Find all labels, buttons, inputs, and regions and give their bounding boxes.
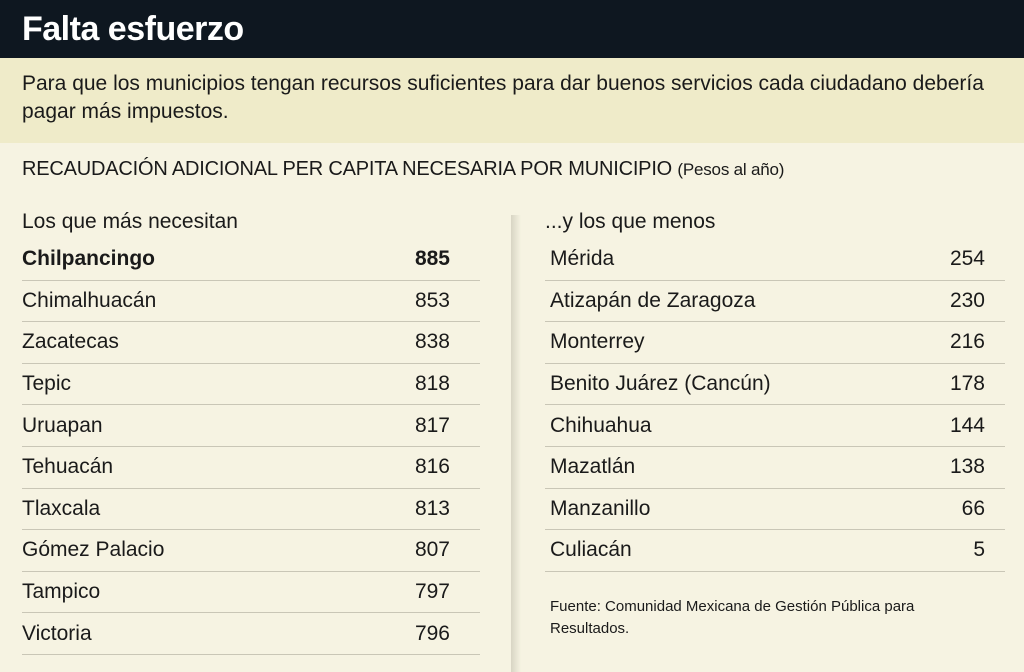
municipality: Tampico xyxy=(22,580,101,604)
municipality: Gómez Palacio xyxy=(22,538,165,562)
table-row: Zacatecas 838 xyxy=(22,322,480,364)
table-row: Tehuacán 816 xyxy=(22,447,480,489)
municipality: Zacatecas xyxy=(22,330,119,354)
column-heading: Los que más necesitan xyxy=(22,210,238,233)
table-row: Mazatlán 138 xyxy=(545,447,1005,489)
table-row: Uruapan 817 xyxy=(22,405,480,447)
table-row: Tepic 818 xyxy=(22,364,480,406)
amount: 797 xyxy=(414,580,450,604)
amount: 816 xyxy=(414,455,450,479)
units: (Pesos al año) xyxy=(677,160,785,179)
amount: 5 xyxy=(973,538,985,562)
right-column: ...y los que menos Mérida 254 Atizapán de Z… xyxy=(545,205,1005,572)
amount: 807 xyxy=(414,538,450,562)
municipality: Victoria xyxy=(22,621,92,645)
municipality: Tepic xyxy=(22,372,72,396)
subtitle: Para que los municipios tengan recursos … xyxy=(22,72,984,123)
amount: 817 xyxy=(414,413,450,437)
municipality: Chilpancingo xyxy=(22,247,155,271)
table-row: Chihuahua 144 xyxy=(545,405,1005,447)
table-row: Benito Juárez (Cancún) 178 xyxy=(545,364,1005,406)
table-row: Victoria 796 xyxy=(22,613,480,655)
amount: 885 xyxy=(414,247,450,271)
municipality: Chimalhuacán xyxy=(22,288,157,312)
amount: 230 xyxy=(949,288,985,312)
table-row: Chimalhuacán 853 xyxy=(22,281,480,323)
table-title-line: RECAUDACIÓN ADICIONAL PER CAPITA NECESAR… xyxy=(22,158,784,181)
amount: 796 xyxy=(414,621,450,645)
amount: 178 xyxy=(949,372,985,396)
municipality: Benito Juárez (Cancún) xyxy=(550,372,771,396)
table-row: Gómez Palacio 807 xyxy=(22,530,480,572)
municipality: Monterrey xyxy=(550,330,645,354)
table-row: Atizapán de Zaragoza 230 xyxy=(545,281,1005,323)
divider xyxy=(511,215,521,672)
source: Fuente: Comunidad Mexicana de Gestión Pú… xyxy=(550,598,915,637)
title: Falta esfuerzo xyxy=(22,10,244,48)
amount: 66 xyxy=(961,496,985,520)
table-title: RECAUDACIÓN ADICIONAL PER CAPITA NECESAR… xyxy=(22,158,673,180)
municipality: Manzanillo xyxy=(550,496,651,520)
amount: 144 xyxy=(949,413,985,437)
municipality: Atizapán de Zaragoza xyxy=(550,288,756,312)
column-heading: ...y los que menos xyxy=(545,210,716,233)
municipality: Culiacán xyxy=(550,538,632,562)
table-row: Monterrey 216 xyxy=(545,322,1005,364)
municipality: Mazatlán xyxy=(550,455,636,479)
amount: 216 xyxy=(949,330,985,354)
municipality: Chihuahua xyxy=(550,413,652,437)
table-row: Mérida 254 xyxy=(545,239,1005,281)
amount: 138 xyxy=(949,455,985,479)
amount: 813 xyxy=(414,496,450,520)
municipality: Mérida xyxy=(550,247,615,271)
municipality: Tehuacán xyxy=(22,455,114,479)
table-row: Tlaxcala 813 xyxy=(22,489,480,531)
amount: 853 xyxy=(414,288,450,312)
municipality: Uruapan xyxy=(22,413,103,437)
table-row: Manzanillo 66 xyxy=(545,489,1005,531)
table-row: Tampico 797 xyxy=(22,572,480,614)
table-row: Chilpancingo 885 xyxy=(22,239,480,281)
amount: 818 xyxy=(414,372,450,396)
header: Falta esfuerzo xyxy=(0,0,1024,58)
municipality: Tlaxcala xyxy=(22,496,101,520)
left-column: Los que más necesitan Chilpancingo 885 Chim… xyxy=(22,205,480,655)
table-row: Culiacán 5 xyxy=(545,530,1005,572)
amount: 838 xyxy=(414,330,450,354)
subtitle-band: Para que los municipios tengan recursos … xyxy=(0,58,1024,143)
amount: 254 xyxy=(949,247,985,271)
